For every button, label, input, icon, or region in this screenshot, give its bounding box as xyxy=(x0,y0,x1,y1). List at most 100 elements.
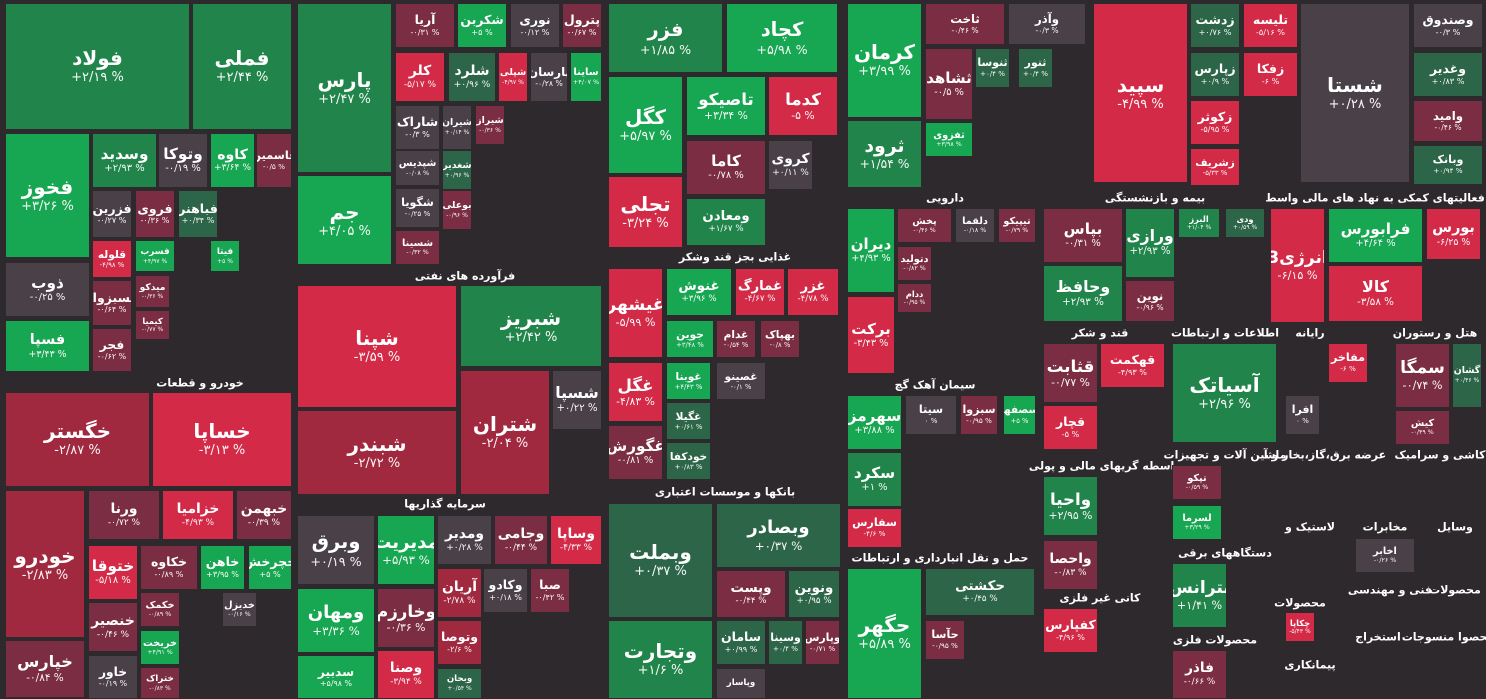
tile-value: -۰/۳۶ % xyxy=(141,293,164,301)
tile: پارس +۲/۴۷ % xyxy=(297,3,392,173)
tile: واحصا -۰/۸۳ % xyxy=(1043,540,1098,590)
tile-name: واحصا xyxy=(1049,550,1092,567)
tile-name: ورنا xyxy=(110,500,138,517)
sector-title: فرآورده های نفتی xyxy=(414,269,516,283)
tile-value: +۳/۴۸ % xyxy=(676,340,704,349)
tile-name: فزرین xyxy=(92,200,132,216)
tile-name: سامان xyxy=(720,629,762,645)
tile-name: شلرد xyxy=(454,62,490,79)
tile-value: +۰/۳۷ % xyxy=(634,564,687,580)
tile-name: صبا xyxy=(539,577,561,593)
tile: بورس -۶/۲۵ % xyxy=(1426,208,1481,260)
tile-value: -۵/۳۳ % xyxy=(1202,168,1228,177)
tile-name: فسپا xyxy=(29,332,66,349)
tile: سیتا ۰ % xyxy=(905,395,957,435)
tile-name: تاصیکو xyxy=(698,89,754,109)
tile-name: فیتا xyxy=(216,247,234,258)
tile: فجر -۰/۶۲ % xyxy=(92,328,132,372)
tile: وتوصا -۲/۶ % xyxy=(437,620,482,665)
tile-value: -۳/۴۳ % xyxy=(853,337,889,349)
tile-value: -۰/۳ % xyxy=(405,128,430,139)
tile: سبزوا -۰/۹۵ % xyxy=(960,395,998,435)
tile-name: لسرما xyxy=(1182,513,1212,525)
tile-value: +۰/۴ % xyxy=(980,69,1005,79)
tile-value: -۵/۴۳ % xyxy=(1289,628,1311,636)
tile-value: -۰/۳۶ % xyxy=(140,215,170,226)
tile-value: +۰/۱۸ % xyxy=(489,591,522,602)
tile: غزر -۴/۷۸ % xyxy=(787,268,839,316)
tile: وغدیر +۰/۸۳ % xyxy=(1413,52,1483,97)
tile: شیراز -۰/۳۶ % xyxy=(475,105,505,145)
tile: خدیزل -۰/۱۶ % xyxy=(222,592,257,627)
sector-title: مخابرات xyxy=(1362,520,1408,534)
tile: وبرق +۰/۱۹ % xyxy=(297,515,375,585)
tile-value: +۱/۶ % xyxy=(637,663,684,679)
tile-name: قلوله xyxy=(97,248,127,261)
tile: وسینا +۰/۴ % xyxy=(768,620,803,665)
tile: بوعلی -۰/۹۶ % xyxy=(442,190,472,230)
tile-value: +۴/۴۳ % xyxy=(674,382,703,391)
tile-name: ثنوسا xyxy=(977,56,1008,70)
tile: بپاس -۰/۳۱ % xyxy=(1043,208,1123,263)
tile-name: میدکو xyxy=(139,281,166,293)
tile-value: -۳/۲۴ % xyxy=(622,215,669,231)
tile-value: -۰/۹۵ % xyxy=(932,641,958,651)
tile: نوین -۰/۹۶ % xyxy=(1125,280,1175,322)
tile-value: -۰/۸ % xyxy=(769,340,791,349)
tile: کیش -۰/۴۹ % xyxy=(1395,410,1450,445)
tile: آریان -۲/۷۸ % xyxy=(437,568,482,618)
tile-name: پخش xyxy=(912,216,937,228)
tile: فزرین -۰/۲۷ % xyxy=(92,190,132,238)
tile: ورنا -۰/۷۲ % xyxy=(88,490,160,540)
tile-value: -۰/۴۲ % xyxy=(535,591,565,602)
tile-name: وصنا xyxy=(389,660,423,677)
tile-value: +۵/۸۹ % xyxy=(858,637,911,653)
tile-value: -۰/۵ % xyxy=(262,161,286,171)
sector-title: قند و شکر xyxy=(1071,326,1129,340)
tile: خساپا -۳/۱۳ % xyxy=(152,392,292,487)
tile-value: +۰/۴ % xyxy=(1023,69,1048,79)
tile-value: +۳/۶۴ % xyxy=(214,163,251,174)
tile-value: +۲/۴۲ % xyxy=(504,329,558,345)
tile: غنوش +۳/۹۶ % xyxy=(666,268,732,316)
tile-name: ساینا xyxy=(573,67,599,79)
tile: زفکا -۶ % xyxy=(1243,52,1298,97)
tile-value: +۲/۹۵ % xyxy=(1048,509,1093,523)
tile-value: -۰/۸۲ % xyxy=(903,265,926,273)
tile-value: +۴/۹۱ % xyxy=(147,649,173,657)
tile-name: سفارس xyxy=(852,516,897,530)
tile-name: وامید xyxy=(1433,108,1463,123)
tile-value: -۲/۸۳ % xyxy=(21,567,69,583)
tile-value: -۰/۴۶ % xyxy=(913,227,936,235)
sector-title: محصولات فلزی xyxy=(1172,633,1258,647)
sector-title: ماشین آلات و تجهیزات xyxy=(1163,448,1287,462)
tile-value: +۰/۹۹ % xyxy=(724,643,758,654)
tile-name: زکوثر xyxy=(1197,109,1233,125)
tile-value: -۰/۴۶ % xyxy=(1434,123,1462,133)
sector-title: پیمانکاری xyxy=(1284,658,1336,672)
tile-name: وپارس xyxy=(805,630,840,644)
tile-value: -۲/۰۴ % xyxy=(481,436,529,452)
tile-value: -۰/۷۷ % xyxy=(1051,376,1090,390)
tile: غمارگ -۴/۶۷ % xyxy=(735,268,785,316)
tile-value: -۲/۷۸ % xyxy=(443,595,476,606)
tile-value: -۲/۸۷ % xyxy=(54,443,101,459)
tile-name: زشریف xyxy=(1195,156,1235,169)
tile-name: تجلی xyxy=(620,191,671,216)
tile-name: وجامی xyxy=(497,525,545,542)
tile-name: کرمان xyxy=(853,40,916,65)
tile: کروی +۰/۱۱ % xyxy=(768,140,813,190)
tile: حآسا -۰/۹۵ % xyxy=(925,620,965,660)
tile-value: -۰/۴۹ % xyxy=(1411,429,1434,437)
tile-name: تلیسه xyxy=(1252,12,1289,28)
tile-name: کروی xyxy=(771,150,810,167)
sector-title: اطلاعات و ارتباطات xyxy=(1170,326,1280,340)
tile-name: فاسمین xyxy=(257,148,291,162)
tile-name: شیران xyxy=(442,117,472,129)
tile-value: -۰/۹۵ % xyxy=(966,416,992,426)
sector-title: رایانه xyxy=(1295,326,1325,340)
tile: تلیسه -۵/۱۶ % xyxy=(1243,3,1298,48)
tile-name: وسدید xyxy=(100,144,149,163)
sector-title: سیمان آهک گچ xyxy=(894,378,976,392)
tile: وبانک +۰/۹۴ % xyxy=(1413,145,1483,185)
